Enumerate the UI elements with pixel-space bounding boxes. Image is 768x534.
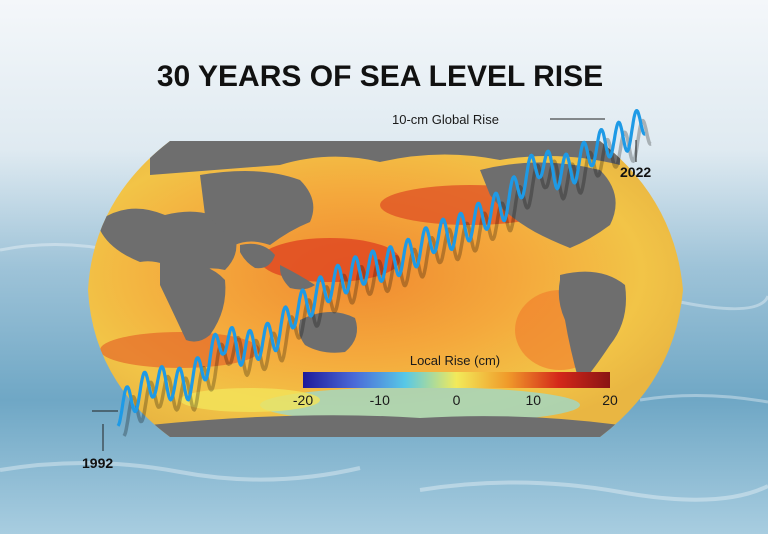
world-map — [88, 141, 683, 437]
land-europe — [100, 208, 237, 275]
start-year-label: 1992 — [82, 455, 113, 471]
land-arctic — [150, 141, 620, 175]
line-layer — [116, 109, 653, 437]
land-asia — [200, 171, 314, 245]
global-rise-line-shadow — [122, 118, 653, 437]
colorbar-tick-2: 0 — [453, 392, 461, 408]
land-antarctica — [150, 415, 620, 437]
hotspot-south-atlantic — [100, 332, 260, 368]
colorbar-tick-0: -20 — [293, 392, 313, 408]
colorbar-gradient — [303, 372, 610, 388]
global-rise-line — [116, 109, 646, 427]
land-africa — [160, 261, 226, 342]
southern-ocean-band — [260, 387, 580, 423]
land-australia — [298, 311, 358, 353]
global-rise-label: 10-cm Global Rise — [392, 112, 499, 127]
colorbar: Local Rise (cm) -20 -10 0 10 20 — [293, 353, 618, 408]
chart-title: 30 YEARS OF SEA LEVEL RISE — [157, 60, 603, 93]
land-indonesia — [280, 265, 315, 290]
southern-ocean-yellow — [180, 388, 320, 412]
end-year-label: 2022 — [620, 164, 651, 180]
colorbar-tick-4: 20 — [602, 392, 618, 408]
hotspot-west-pacific — [260, 238, 400, 282]
land-north-america — [480, 162, 616, 248]
colorbar-title: Local Rise (cm) — [410, 353, 500, 368]
annotations: 10-cm Global Rise 2022 1992 — [82, 112, 651, 471]
land-south-america — [558, 271, 626, 385]
colorbar-tick-3: 10 — [525, 392, 541, 408]
land-india — [240, 243, 275, 269]
colorbar-tick-1: -10 — [370, 392, 390, 408]
